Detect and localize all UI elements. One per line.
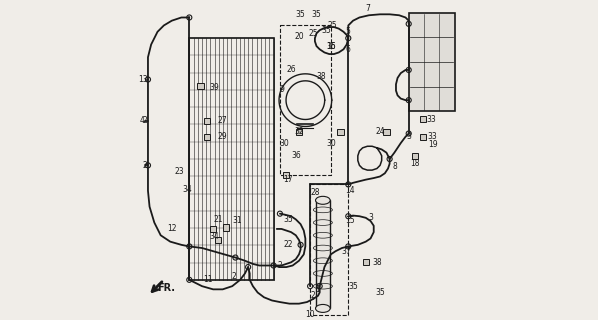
Bar	[412, 153, 418, 159]
Text: 35: 35	[283, 215, 293, 224]
Text: 5: 5	[346, 27, 350, 36]
Text: 8: 8	[392, 163, 396, 172]
Text: 30: 30	[280, 139, 289, 148]
Text: 2: 2	[142, 161, 147, 170]
Text: 10: 10	[306, 310, 315, 319]
Text: 3: 3	[368, 213, 373, 222]
Bar	[420, 116, 426, 123]
Bar	[316, 200, 330, 308]
Text: 33: 33	[428, 132, 437, 141]
Text: 11: 11	[204, 275, 213, 284]
Text: 36: 36	[291, 151, 301, 160]
Text: 15: 15	[345, 217, 355, 226]
Bar	[420, 133, 426, 140]
Bar	[203, 118, 210, 124]
Bar	[210, 226, 216, 232]
Text: 2: 2	[311, 291, 316, 300]
Text: 12: 12	[167, 224, 176, 233]
Text: 30: 30	[326, 139, 335, 148]
Text: 35: 35	[321, 26, 331, 35]
Text: 14: 14	[345, 186, 355, 195]
Text: 38: 38	[372, 258, 382, 267]
Bar	[197, 83, 203, 89]
Text: 35: 35	[296, 10, 306, 19]
Text: 38: 38	[316, 72, 326, 81]
Bar	[337, 129, 343, 135]
Text: 23: 23	[175, 167, 185, 176]
Text: 19: 19	[428, 140, 437, 149]
Text: 29: 29	[218, 132, 227, 141]
Text: 7: 7	[365, 4, 370, 13]
Text: 17: 17	[283, 175, 292, 184]
Ellipse shape	[316, 196, 330, 204]
Text: 2: 2	[277, 261, 282, 270]
Bar	[280, 25, 331, 175]
Text: 25: 25	[328, 21, 337, 30]
Text: 27: 27	[218, 116, 227, 125]
Bar	[283, 172, 289, 178]
Text: 35: 35	[312, 10, 321, 19]
Bar	[190, 38, 273, 280]
Text: 22: 22	[283, 240, 292, 249]
Bar	[310, 184, 348, 315]
Bar	[222, 224, 229, 230]
Text: 4: 4	[140, 116, 145, 125]
Text: 20: 20	[294, 32, 304, 41]
Text: 33: 33	[426, 115, 436, 124]
Text: 34: 34	[183, 185, 193, 194]
Text: 2: 2	[142, 116, 147, 125]
Text: 13: 13	[138, 75, 147, 84]
Ellipse shape	[316, 304, 330, 312]
Text: 37: 37	[342, 247, 352, 256]
Bar	[296, 129, 302, 135]
Text: 28: 28	[310, 188, 320, 197]
Text: 26: 26	[286, 66, 296, 75]
Text: 25: 25	[309, 29, 318, 38]
Text: 24: 24	[376, 127, 385, 136]
Text: 34: 34	[210, 232, 219, 241]
Bar	[215, 237, 221, 243]
Text: 35: 35	[348, 282, 358, 291]
Text: 32: 32	[294, 127, 304, 136]
Text: 21: 21	[213, 215, 222, 224]
Text: 35: 35	[326, 42, 335, 51]
Bar	[362, 259, 369, 266]
Bar	[203, 133, 210, 140]
Text: 9: 9	[279, 84, 284, 93]
Text: 35: 35	[375, 288, 385, 297]
Text: 16: 16	[326, 42, 335, 51]
Bar	[383, 129, 390, 135]
Text: 6: 6	[346, 45, 350, 54]
Text: 39: 39	[210, 83, 219, 92]
Text: 1: 1	[316, 285, 321, 294]
Text: 18: 18	[410, 159, 420, 168]
Text: 2: 2	[231, 272, 236, 281]
Text: FR.: FR.	[157, 283, 175, 293]
Bar	[408, 13, 455, 111]
Text: 31: 31	[232, 217, 242, 226]
Text: 3: 3	[406, 132, 411, 141]
